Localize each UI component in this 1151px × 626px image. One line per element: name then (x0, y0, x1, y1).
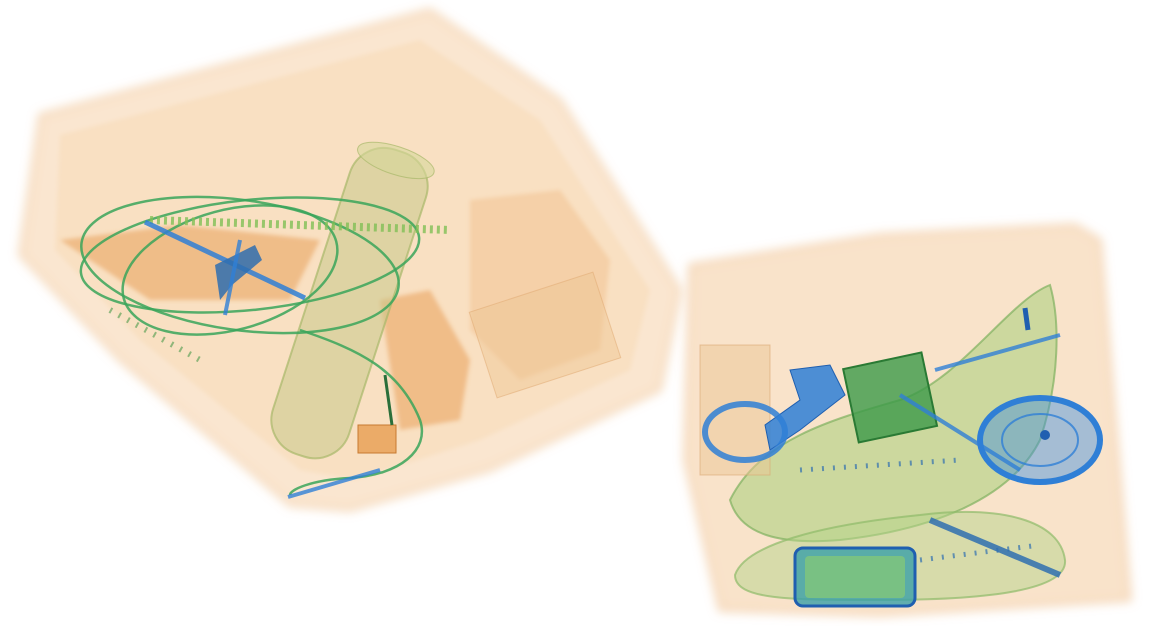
circuit-board (841, 351, 939, 444)
right-bag (683, 223, 1132, 617)
left-small-cable (287, 468, 381, 499)
left-organic-3 (470, 190, 610, 380)
right-dots (799, 457, 1041, 563)
cable-coil (79, 195, 424, 496)
connector-cable (383, 374, 394, 426)
left-organic-1 (60, 225, 320, 300)
ring-object (977, 395, 1103, 485)
right-small-pin (1022, 307, 1031, 331)
left-dots (108, 307, 202, 363)
small-device (143, 219, 307, 316)
right-wire (898, 333, 1061, 472)
tool (928, 517, 1062, 578)
left-dotted-strip (149, 216, 451, 234)
left-bag (18, 8, 682, 512)
left-organic-2 (380, 290, 470, 430)
connector (357, 424, 397, 454)
left-box-item (468, 271, 622, 399)
card-inner (805, 556, 905, 598)
ring-small (702, 401, 788, 463)
